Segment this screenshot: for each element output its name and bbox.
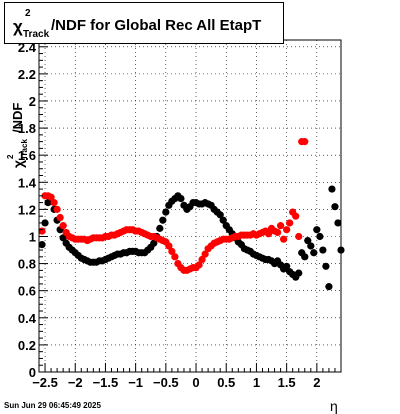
data-point — [313, 226, 321, 234]
title-box: χ 2 Track /NDF for Global Rec All EtapT — [4, 2, 284, 44]
y-tick-label: 1.2 — [18, 202, 36, 217]
data-point — [219, 216, 227, 224]
data-point — [325, 283, 333, 291]
data-point — [328, 185, 336, 193]
x-tick-label: −1 — [128, 375, 143, 390]
data-point — [171, 253, 179, 261]
data-point — [331, 203, 339, 211]
data-point — [47, 193, 55, 201]
x-tick-label: 0 — [192, 375, 199, 390]
data-point — [150, 239, 158, 247]
title-subscript: Track — [23, 29, 50, 40]
data-point — [41, 219, 49, 227]
x-tick-label: −0.5 — [153, 375, 179, 390]
title-chi-symbol: χ — [13, 17, 23, 36]
data-point — [53, 205, 61, 213]
data-point — [165, 242, 173, 250]
series-layer — [38, 138, 345, 291]
x-tick-label: 1.5 — [278, 375, 296, 390]
x-tick-label: 2 — [313, 375, 320, 390]
y-tick-label: 0.8 — [18, 257, 36, 272]
ylabel-subscript: Track — [20, 139, 29, 160]
data-point — [50, 199, 58, 207]
data-point — [59, 222, 67, 230]
data-point — [264, 230, 273, 238]
data-point — [156, 224, 164, 232]
y-tick-label: 0.6 — [18, 284, 36, 299]
x-tick-label: −2 — [68, 375, 83, 390]
data-point — [283, 226, 291, 234]
data-point — [319, 246, 327, 254]
axis-ticks — [38, 39, 342, 373]
data-point — [177, 194, 185, 203]
data-point — [301, 253, 309, 261]
data-point — [198, 255, 206, 264]
data-point — [292, 212, 300, 220]
data-point — [273, 228, 282, 237]
timestamp-footer: Sun Jun 29 06:45:49 2025 — [4, 401, 101, 410]
ylabel-superscript: 2 — [6, 154, 15, 159]
data-point — [201, 250, 209, 258]
data-point — [334, 219, 342, 227]
y-tick-label: 0.4 — [18, 311, 37, 326]
chart-title: /NDF for Global Rec All EtapT — [51, 17, 262, 34]
y-tick-label: 0.2 — [18, 338, 36, 353]
data-point — [280, 235, 288, 243]
x-tick-label: −1.5 — [93, 375, 119, 390]
y-tick-label: 1.8 — [18, 121, 36, 136]
tick-labels: −2.5 −2 −1.5 −1 −0.5 0 0.5 1 1.5 2 0 0.2 0.4 0.6 0.8 1 1… — [18, 40, 321, 390]
data-point — [56, 213, 64, 222]
data-point — [216, 211, 224, 219]
x-tick-label: 1 — [253, 375, 260, 390]
y-tick-label: 1 — [29, 229, 36, 244]
x-axis-label: η — [330, 398, 338, 414]
x-tick-label: −2.5 — [32, 375, 58, 390]
data-point — [322, 262, 330, 270]
data-point — [286, 219, 294, 227]
grid-lines — [39, 40, 341, 373]
data-point — [295, 269, 303, 277]
data-point — [162, 208, 170, 216]
data-point — [283, 262, 291, 270]
data-point — [310, 249, 318, 257]
ylabel-text: /NDF — [10, 102, 25, 133]
data-point — [59, 234, 67, 242]
y-tick-label: 2.2 — [18, 67, 36, 82]
y-tick-label: 1.4 — [18, 175, 37, 190]
ylabel-chi: χ — [10, 159, 26, 168]
y-tick-label: 1.6 — [18, 148, 36, 163]
x-tick-label: 0.5 — [217, 375, 235, 390]
data-point — [195, 261, 203, 269]
data-point — [159, 216, 167, 224]
data-point — [307, 242, 315, 250]
y-tick-label: 0 — [29, 365, 36, 380]
data-point — [301, 138, 309, 146]
data-point — [304, 236, 312, 245]
y-axis-label: χ 2 Track /NDF — [2, 58, 42, 168]
series-1 — [38, 138, 309, 274]
title-superscript: 2 — [25, 8, 31, 19]
data-point — [295, 232, 303, 241]
data-point — [168, 247, 176, 255]
data-point — [277, 222, 285, 230]
y-tick-label: 2 — [29, 94, 36, 109]
data-point — [316, 232, 324, 241]
